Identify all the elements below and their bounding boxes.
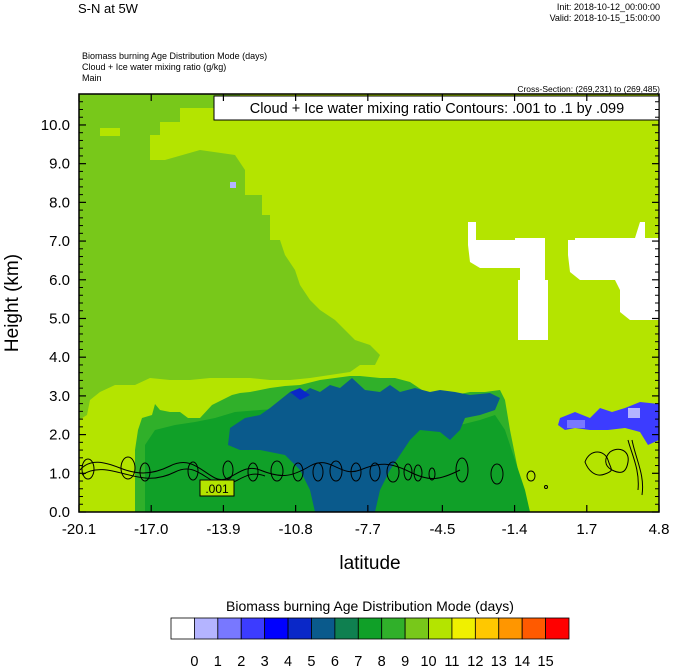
time-info: Init: 2018-10-12_00:00:00 Valid: 2018-10…	[550, 2, 660, 24]
x-tick-label: -4.5	[429, 521, 455, 538]
y-tick-label: 1.0	[49, 465, 70, 482]
x-tick-label: -20.1	[62, 521, 96, 538]
page-title: S-N at 5W	[78, 1, 138, 16]
x-axis-label: latitude	[339, 553, 400, 574]
colorbar-tick-label: 0	[190, 654, 198, 668]
y-tick-label: 3.0	[49, 388, 70, 405]
colorbar-tick-label: 12	[467, 654, 483, 668]
colorbar-swatch	[287, 617, 312, 640]
heatmap	[79, 94, 659, 512]
colorbar-swatch	[451, 617, 476, 640]
meta-line-1: Biomass burning Age Distribution Mode (d…	[82, 51, 268, 61]
colorbar-swatch	[428, 617, 453, 640]
x-tick-label: -13.9	[206, 521, 240, 538]
colorbar-swatch	[170, 617, 195, 640]
colorbar-tick-label: 13	[491, 654, 507, 668]
colorbar-tick-label: 2	[237, 654, 245, 668]
field-core	[228, 378, 500, 512]
colorbar-tick-label: 15	[538, 654, 554, 668]
y-tick-label: 5.0	[49, 310, 70, 327]
meta-line-3: Main	[82, 73, 102, 83]
colorbar-swatch	[498, 617, 523, 640]
colorbar-tick-label: 5	[307, 654, 315, 668]
colorbar-tick-label: 6	[331, 654, 339, 668]
colorbar-tick-label: 8	[378, 654, 386, 668]
contour-title-box	[213, 95, 660, 121]
y-tick-label: 9.0	[49, 156, 70, 173]
colorbar-swatch	[474, 617, 500, 640]
x-tick-label: -1.4	[502, 521, 528, 538]
colorbar-swatch	[217, 617, 242, 640]
colorbar-swatch	[264, 617, 289, 640]
colorbar-swatch	[404, 617, 429, 640]
colorbar-tick-label: 3	[261, 654, 269, 668]
colorbar-tick-label: 11	[444, 654, 459, 668]
meta-line-2: Cloud + Ice water mixing ratio (g/kg)	[82, 62, 227, 72]
y-tick-label: 10.0	[41, 117, 70, 134]
y-tick-label: 0.0	[49, 504, 70, 521]
colorbar-label: Biomass burning Age Distribution Mode (d…	[226, 598, 514, 614]
field-plume-bump	[100, 128, 120, 136]
colorbar: 0 1 2 3 4 5 6 7 8 9 10 11 12 13 14 15	[170, 617, 570, 668]
colorbar-swatch	[357, 617, 383, 640]
cross-section-label: Cross-Section: (269,231) to (269,485)	[517, 84, 660, 94]
y-tick-label: 4.0	[49, 349, 70, 366]
colorbar-swatch	[334, 617, 359, 640]
colorbar-tick-label: 4	[284, 654, 292, 668]
colorbar-swatch	[311, 617, 336, 640]
colorbar-tick-label: 1	[214, 654, 222, 668]
field-white-3	[518, 280, 548, 340]
y-tick-label: 6.0	[49, 272, 70, 289]
valid-time: Valid: 2018-10-15_15:00:00	[549, 13, 660, 23]
x-tick-label: -17.0	[134, 521, 168, 538]
field-description: Biomass burning Age Distribution Mode (d…	[82, 51, 267, 84]
axes: -20.1 -17.0 -13.9 -10.8 -7.7 -4.5 -1.4 1.7 4.8 0.…	[41, 93, 670, 538]
field-pixel	[230, 182, 236, 188]
x-tick-label: 4.8	[649, 521, 670, 538]
colorbar-tick-label: 10	[420, 654, 436, 668]
field-blue-light	[567, 420, 585, 428]
y-tick-label: 7.0	[49, 233, 70, 250]
y-tick-label: 2.0	[49, 427, 70, 444]
colorbar-swatch	[521, 617, 546, 640]
field-white-2	[568, 222, 659, 320]
x-tick-label: -10.8	[279, 521, 313, 538]
field-core-top	[290, 388, 310, 400]
x-tick-label: -7.7	[355, 521, 381, 538]
field-blue-light2	[628, 408, 640, 418]
colorbar-swatch	[545, 617, 570, 640]
colorbar-tick-label: 14	[514, 654, 530, 668]
contour-label-box	[199, 479, 235, 497]
chart-title: Cloud + Ice water mixing ratio Contours:…	[250, 101, 624, 117]
contour-label: .001	[205, 482, 229, 496]
colorbar-swatch	[194, 617, 219, 640]
colorbar-tick-label: 7	[354, 654, 362, 668]
y-axis-label: Height (km)	[2, 254, 23, 352]
init-time: Init: 2018-10-12_00:00:00	[556, 2, 660, 12]
colorbar-swatch	[381, 617, 406, 640]
y-tick-label: 8.0	[49, 194, 70, 211]
colorbar-tick-label: 9	[401, 654, 409, 668]
field-plume	[79, 94, 380, 420]
x-tick-label: 1.7	[576, 521, 597, 538]
colorbar-swatch	[240, 617, 266, 640]
